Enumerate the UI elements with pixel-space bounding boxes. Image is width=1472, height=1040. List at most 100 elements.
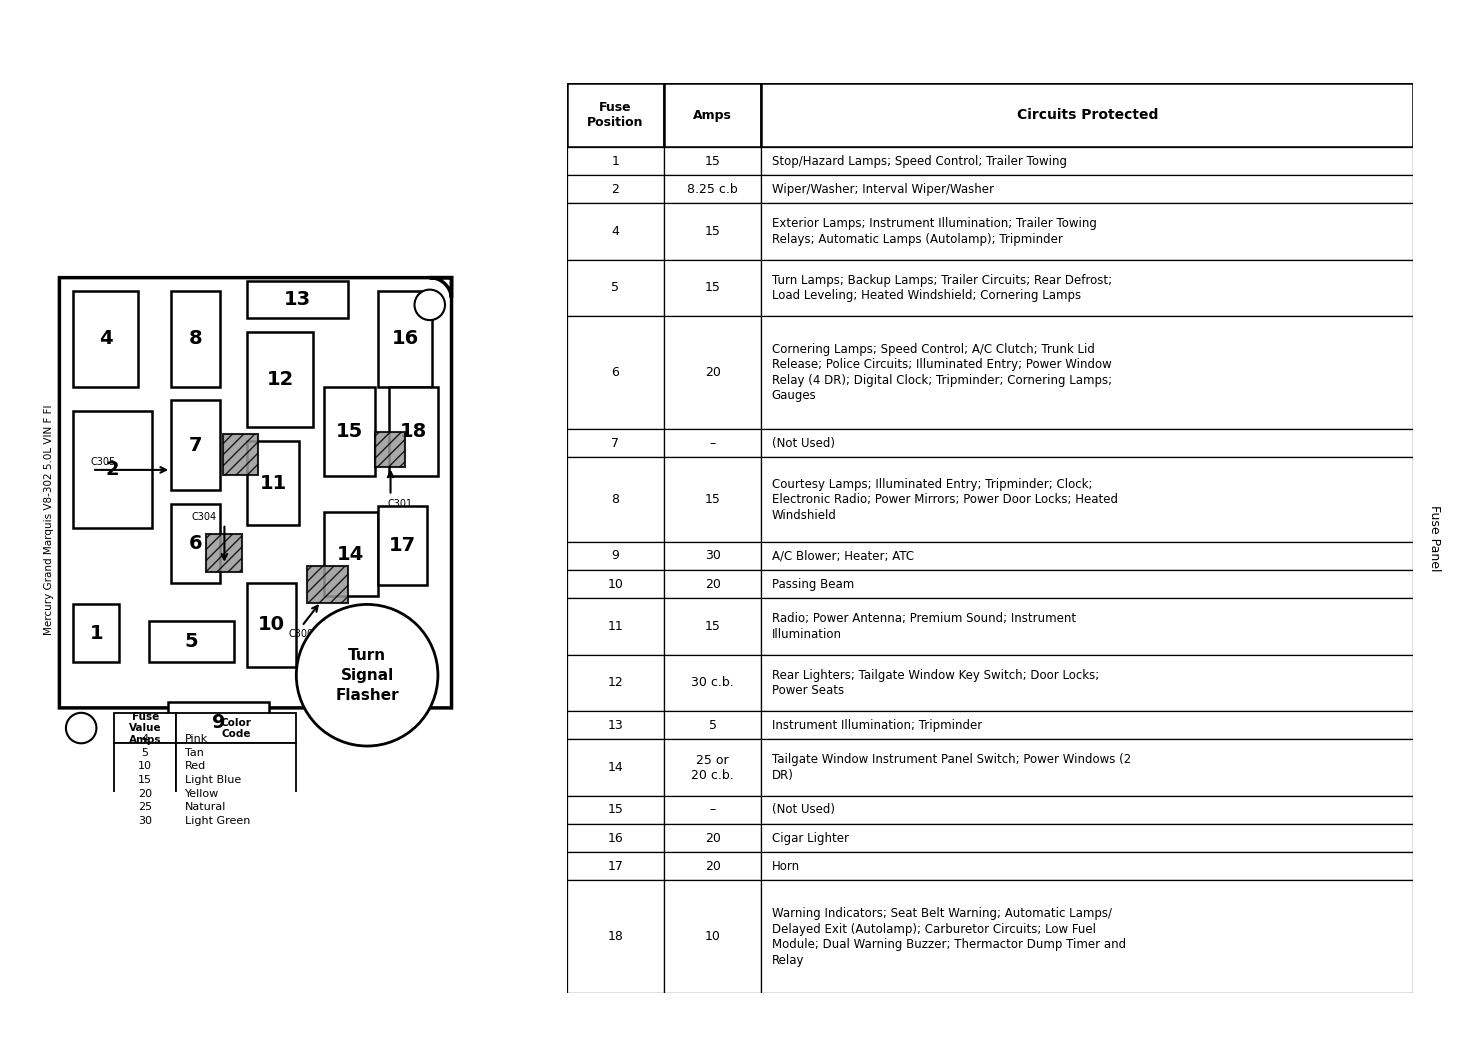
Text: 14: 14	[608, 761, 623, 774]
Bar	[171, 503, 221, 582]
Bar	[113, 744, 177, 816]
Bar	[567, 880, 664, 993]
Bar	[664, 711, 761, 739]
Text: C304: C304	[191, 512, 216, 522]
Bar	[664, 175, 761, 204]
Bar	[324, 512, 378, 596]
Text: 6: 6	[188, 534, 202, 552]
Text: (Not Used): (Not Used)	[771, 437, 835, 449]
Text: (Not Used): (Not Used)	[771, 803, 835, 816]
Text: 10: 10	[258, 616, 286, 634]
Text: 7: 7	[611, 437, 620, 449]
Bar	[664, 598, 761, 655]
Text: Turn
Signal
Flasher: Turn Signal Flasher	[336, 648, 399, 703]
Text: 4: 4	[611, 225, 620, 238]
Text: 15: 15	[705, 282, 721, 294]
Bar	[761, 260, 1413, 316]
Bar	[761, 655, 1413, 711]
Bar	[171, 291, 221, 387]
Text: 16: 16	[392, 330, 420, 348]
Bar	[567, 175, 664, 204]
Bar	[664, 458, 761, 542]
Bar	[664, 83, 761, 147]
Bar	[664, 824, 761, 852]
Bar	[567, 147, 664, 175]
Text: 9: 9	[611, 549, 620, 563]
Bar	[664, 316, 761, 428]
Bar	[378, 506, 427, 586]
Text: Pink
Tan
Red
Light Blue
Yellow
Natural
Light Green: Pink Tan Red Light Blue Yellow Natural L…	[184, 734, 250, 826]
Text: Fuse Panel: Fuse Panel	[1428, 505, 1441, 571]
Bar	[567, 428, 664, 458]
Text: Tailgate Window Instrument Panel Switch; Power Windows (2
DR): Tailgate Window Instrument Panel Switch;…	[771, 753, 1130, 782]
Bar	[149, 621, 234, 661]
Bar	[664, 260, 761, 316]
Text: 1: 1	[90, 624, 103, 643]
Text: Color
Code: Color Code	[221, 718, 252, 739]
Bar	[247, 282, 347, 318]
Bar	[567, 458, 664, 542]
Bar	[168, 702, 269, 744]
Text: 12: 12	[608, 676, 623, 690]
Text: 13: 13	[284, 290, 311, 310]
Circle shape	[415, 289, 445, 320]
Text: Circuits Protected: Circuits Protected	[1017, 108, 1158, 122]
Bar	[567, 824, 664, 852]
Bar	[761, 796, 1413, 824]
Bar	[664, 204, 761, 260]
Text: 5: 5	[708, 719, 717, 732]
Bar	[761, 824, 1413, 852]
Bar	[74, 291, 138, 387]
Bar	[664, 147, 761, 175]
Text: 5: 5	[611, 282, 620, 294]
Text: Passing Beam: Passing Beam	[771, 577, 854, 591]
Text: 10: 10	[705, 930, 721, 943]
Text: 11: 11	[259, 474, 287, 493]
Bar	[247, 441, 299, 525]
Bar	[761, 711, 1413, 739]
Text: Amps: Amps	[693, 108, 732, 122]
Bar	[761, 147, 1413, 175]
Bar	[761, 570, 1413, 598]
Text: 25 or
20 c.b.: 25 or 20 c.b.	[692, 754, 735, 781]
Bar	[664, 542, 761, 570]
Text: 15: 15	[705, 493, 721, 506]
Bar	[378, 291, 433, 387]
Bar	[664, 852, 761, 880]
Text: 8: 8	[188, 330, 202, 348]
Text: Radio; Power Antenna; Premium Sound; Instrument
Illumination: Radio; Power Antenna; Premium Sound; Ins…	[771, 613, 1076, 641]
Bar	[567, 204, 664, 260]
Text: 2: 2	[106, 460, 119, 479]
Text: 7: 7	[188, 436, 202, 454]
Bar	[761, 204, 1413, 260]
Bar	[761, 598, 1413, 655]
Bar	[664, 880, 761, 993]
Bar	[761, 880, 1413, 993]
Bar	[222, 434, 258, 475]
Bar	[247, 332, 312, 427]
Bar	[171, 400, 221, 490]
Text: A/C Blower; Heater; ATC: A/C Blower; Heater; ATC	[771, 549, 914, 563]
Text: 15: 15	[705, 155, 721, 167]
Text: 12: 12	[266, 370, 293, 389]
Text: C301: C301	[387, 499, 414, 510]
Bar	[375, 432, 405, 467]
Text: Warning Indicators; Seat Belt Warning; Automatic Lamps/
Delayed Exit (Autolamp);: Warning Indicators; Seat Belt Warning; A…	[771, 907, 1126, 966]
Text: 15: 15	[608, 803, 623, 816]
Text: Cornering Lamps; Speed Control; A/C Clutch; Trunk Lid
Release; Police Circuits; : Cornering Lamps; Speed Control; A/C Clut…	[771, 343, 1111, 402]
PathPatch shape	[59, 278, 452, 708]
Bar	[177, 713, 296, 744]
Text: 6: 6	[611, 366, 620, 380]
Text: 11: 11	[608, 620, 623, 633]
Circle shape	[66, 712, 97, 744]
Text: 8: 8	[611, 493, 620, 506]
Text: Rear Lighters; Tailgate Window Key Switch; Door Locks;
Power Seats: Rear Lighters; Tailgate Window Key Switc…	[771, 669, 1098, 697]
Text: Exterior Lamps; Instrument Illumination; Trailer Towing
Relays; Automatic Lamps : Exterior Lamps; Instrument Illumination;…	[771, 217, 1097, 245]
Text: 30: 30	[705, 549, 721, 563]
Text: 10: 10	[608, 577, 623, 591]
Text: Courtesy Lamps; Illuminated Entry; Tripminder; Clock;
Electronic Radio; Power Mi: Courtesy Lamps; Illuminated Entry; Tripm…	[771, 477, 1117, 521]
Bar	[567, 711, 664, 739]
Text: 2: 2	[611, 183, 620, 196]
Bar	[567, 570, 664, 598]
Bar	[761, 316, 1413, 428]
